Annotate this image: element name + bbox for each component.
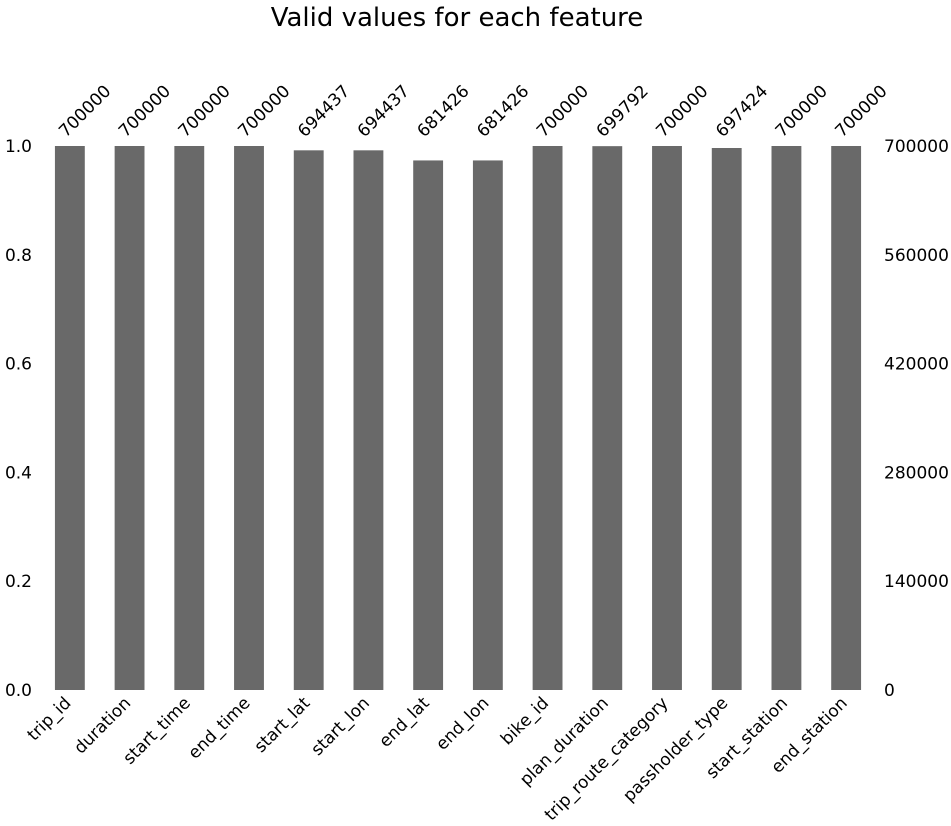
left-tick-label: 0.4: [5, 463, 32, 483]
right-tick-label: 140000: [884, 572, 949, 592]
bar-end_lon: [472, 160, 503, 690]
left-tick-label: 0.2: [5, 572, 32, 592]
bar-bike_id: [532, 146, 563, 690]
count-label: 699792: [593, 81, 653, 141]
count-label: 700000: [772, 81, 832, 141]
category-label: trip_id: [24, 693, 76, 745]
right-tick-label: 560000: [884, 246, 949, 266]
left-tick-label: 1.0: [5, 137, 32, 157]
bar-passholder_type: [711, 148, 742, 690]
count-label: 700000: [175, 81, 235, 141]
category-label: end_lon: [432, 693, 493, 754]
count-label: 694437: [354, 81, 414, 141]
bar-end_lat: [413, 160, 444, 690]
category-label: start_lon: [307, 693, 373, 759]
bars-group: [54, 146, 862, 690]
bar-start_time: [174, 146, 205, 690]
count-label: 694437: [294, 81, 354, 141]
right-tick-label: 420000: [884, 355, 949, 375]
bar-end_station: [831, 146, 862, 690]
count-label: 700000: [533, 81, 593, 141]
count-label: 700000: [55, 81, 115, 141]
count-label: 700000: [832, 81, 892, 141]
left-axis-ticks: 0.0 0.2 0.4 0.6 0.8 1.0: [5, 137, 32, 701]
right-tick-label: 280000: [884, 463, 949, 483]
category-label: passholder_type: [619, 693, 732, 806]
category-label: end_time: [185, 693, 255, 763]
count-label: 700000: [234, 81, 294, 141]
bar-plan_duration: [592, 146, 623, 690]
chart-title: Valid values for each feature: [271, 3, 644, 33]
count-label: 681426: [473, 81, 533, 141]
category-labels: trip_iddurationstart_timeend_timestart_l…: [24, 693, 852, 825]
left-tick-label: 0.0: [5, 681, 32, 701]
count-label: 681426: [414, 81, 474, 141]
bar-trip_route_category: [652, 146, 682, 690]
count-label: 700000: [115, 81, 175, 141]
bar-trip_id: [54, 146, 85, 690]
count-label: 700000: [652, 81, 712, 141]
count-labels: 700000 700000 700000 700000 694437 694437 6814…: [55, 81, 891, 141]
right-tick-label: 0: [884, 681, 895, 701]
bar-end_time: [234, 146, 264, 690]
bar-duration: [114, 146, 145, 690]
right-axis-ticks: 0 140000 280000 420000 560000 700000: [884, 137, 949, 701]
bar-start_lat: [293, 150, 324, 690]
bar-start_station: [771, 146, 802, 690]
category-label: end_lat: [375, 693, 433, 751]
bar-start_lon: [353, 150, 384, 690]
left-tick-label: 0.8: [5, 246, 32, 266]
category-label: bike_id: [497, 693, 553, 749]
category-label: start_lat: [251, 693, 315, 757]
left-tick-label: 0.6: [5, 355, 32, 375]
right-tick-label: 700000: [884, 137, 949, 157]
count-label: 697424: [712, 81, 772, 141]
